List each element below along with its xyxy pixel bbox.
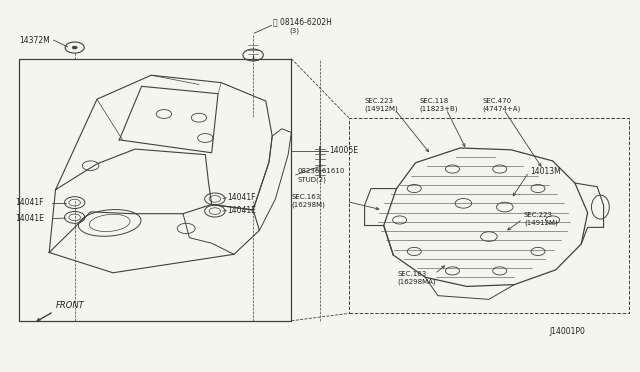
Text: 14041E: 14041E xyxy=(228,206,257,215)
Text: SEC.163: SEC.163 xyxy=(291,194,321,200)
Text: SEC.163: SEC.163 xyxy=(397,271,427,277)
Text: 14005E: 14005E xyxy=(330,147,358,155)
Text: FRONT: FRONT xyxy=(56,301,84,311)
Bar xyxy=(349,118,629,313)
Text: Ⓑ 08146-6202H: Ⓑ 08146-6202H xyxy=(273,17,332,26)
Text: 14013M: 14013M xyxy=(531,167,561,176)
Text: (14912M): (14912M) xyxy=(365,106,398,112)
Text: STUD(2): STUD(2) xyxy=(298,176,326,183)
Text: SEC.223: SEC.223 xyxy=(365,98,394,104)
Text: J14001P0: J14001P0 xyxy=(549,327,585,336)
Text: SEC.118: SEC.118 xyxy=(419,98,449,104)
Text: SEC.470: SEC.470 xyxy=(483,98,511,104)
Text: 08236-61610: 08236-61610 xyxy=(298,168,345,174)
Text: (3): (3) xyxy=(289,28,300,34)
Text: (47474+A): (47474+A) xyxy=(483,106,521,112)
Text: 14372M: 14372M xyxy=(19,36,50,45)
Text: SEC.223: SEC.223 xyxy=(524,212,553,218)
Text: (16298M): (16298M) xyxy=(291,202,325,208)
Text: 14041E: 14041E xyxy=(15,214,44,223)
Text: (11823+B): (11823+B) xyxy=(419,106,458,112)
Text: (16298MA): (16298MA) xyxy=(397,279,436,285)
Text: 14041F: 14041F xyxy=(15,198,44,207)
Bar xyxy=(19,59,291,321)
Text: (14912M): (14912M) xyxy=(524,220,557,226)
Text: 14041F: 14041F xyxy=(228,193,256,202)
Circle shape xyxy=(72,46,77,49)
